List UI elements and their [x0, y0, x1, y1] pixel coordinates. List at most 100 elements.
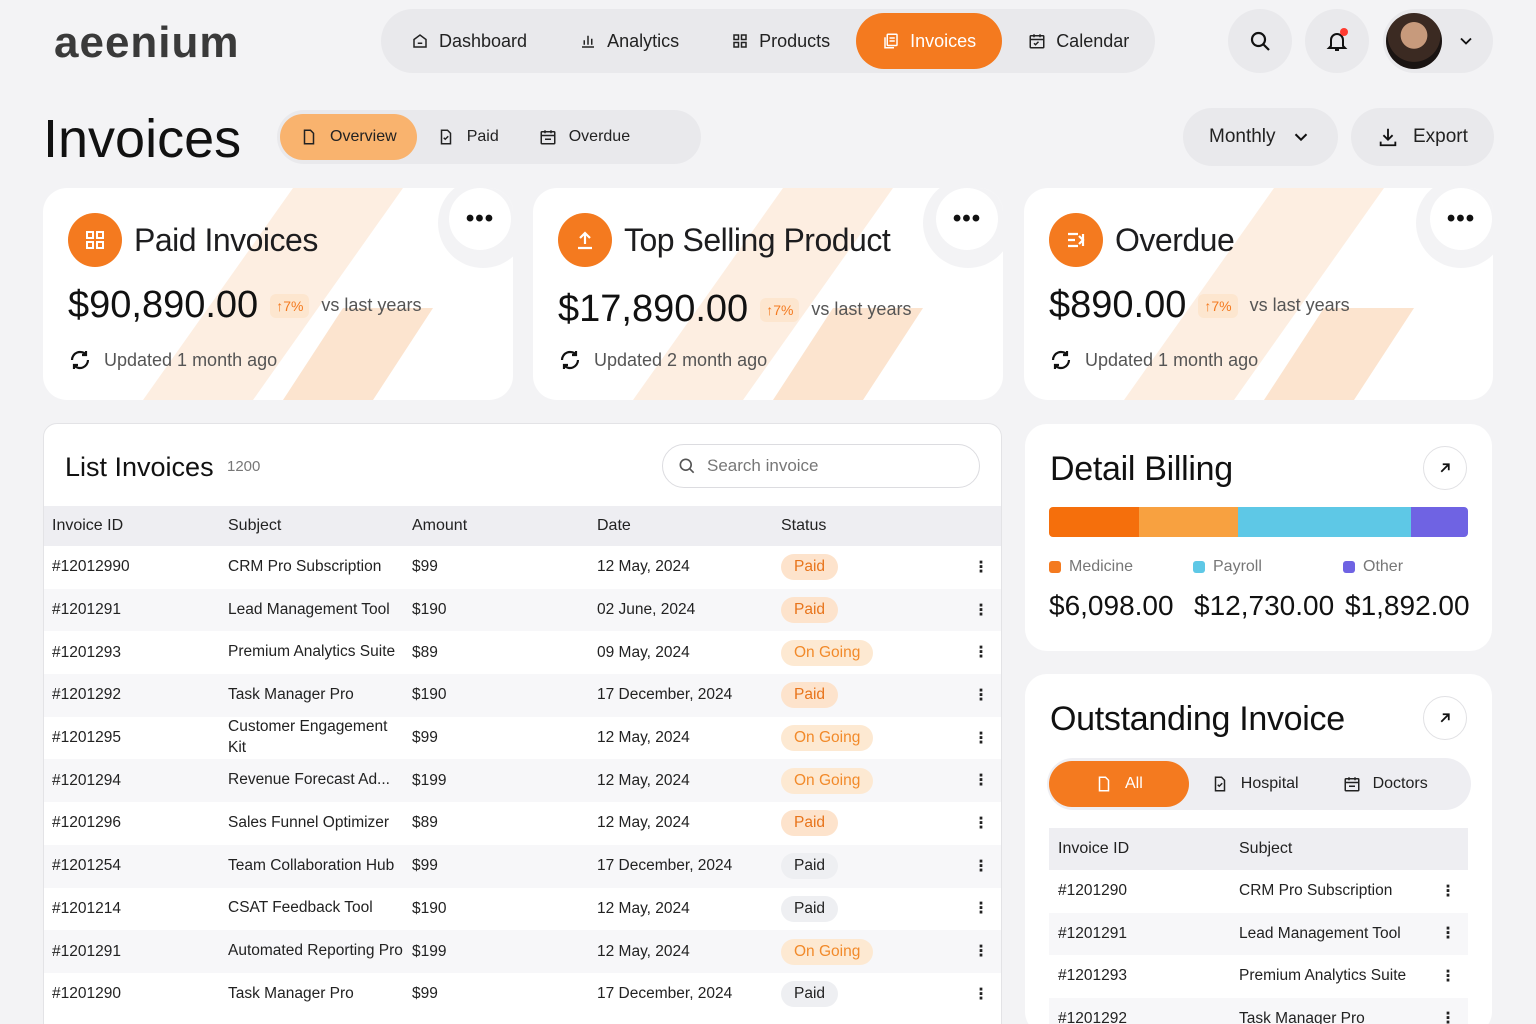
row-more-button[interactable]: ⋮	[961, 814, 1001, 833]
detail-billing-panel: Detail Billing Medicine Payroll Other $6…	[1025, 424, 1492, 651]
calendar-icon	[1344, 777, 1360, 792]
table-row[interactable]: #1201292 Task Manager Pro ⋮	[1049, 997, 1468, 1024]
invoice-date: 12 May, 2024	[597, 729, 690, 747]
tab-overview[interactable]: Overview	[280, 114, 417, 160]
invoice-date: 17 December, 2024	[597, 686, 733, 704]
outstanding-open-button[interactable]	[1423, 696, 1467, 740]
row-more-button[interactable]: ⋮	[961, 643, 1001, 662]
table-row[interactable]: #1201290 Task Manager Pro $99 17 December, …	[44, 973, 1001, 1016]
legend-item-other: Other	[1343, 558, 1403, 576]
column-header[interactable]: Subject	[1239, 840, 1293, 857]
comparison-label: vs last years	[811, 299, 912, 319]
refresh-icon	[70, 350, 90, 370]
invoice-date: 12 May, 2024	[597, 942, 690, 960]
notifications-button[interactable]	[1305, 9, 1369, 73]
card-more-button[interactable]: •••	[449, 188, 511, 250]
column-header[interactable]: Invoice ID	[52, 517, 124, 534]
row-more-button[interactable]: ⋮	[961, 558, 1001, 577]
invoice-amount: $99	[412, 558, 438, 576]
table-row[interactable]: #1201290 CRM Pro Subscription ⋮	[1049, 870, 1468, 913]
invoice-id: #1201291	[52, 601, 121, 619]
row-more-button[interactable]: ⋮	[1428, 924, 1468, 943]
nav-invoices[interactable]: Invoices	[856, 13, 1003, 69]
card-title: Top Selling Product	[624, 221, 891, 258]
table-row[interactable]: #1201296 Sales Funnel Optimizer $89 12 May,…	[44, 802, 1001, 845]
search-button[interactable]	[1228, 9, 1292, 73]
row-more-button[interactable]: ⋮	[961, 857, 1001, 876]
invoice-date: 12 May, 2024	[597, 899, 690, 917]
nav-label: Dashboard	[439, 30, 528, 51]
billing-open-button[interactable]	[1423, 446, 1467, 490]
tab-all[interactable]: All	[1049, 761, 1189, 807]
profile-menu[interactable]	[1383, 9, 1493, 73]
row-more-button[interactable]: ⋮	[961, 686, 1001, 705]
row-more-button[interactable]: ⋮	[961, 729, 1001, 748]
table-row[interactable]: #1201254 Team Collaboration Hub $99 17 Dece…	[44, 844, 1001, 888]
invoice-id: #1201292	[1058, 1009, 1127, 1024]
column-header[interactable]: Invoice ID	[1058, 840, 1130, 857]
invoice-amount: $199	[412, 771, 447, 789]
overdue-icon	[1049, 213, 1103, 267]
row-more-button[interactable]: ⋮	[1428, 1009, 1468, 1024]
row-more-button[interactable]: ⋮	[961, 942, 1001, 961]
invoice-id: #1201290	[1058, 882, 1127, 900]
table-row[interactable]: #1201214 CSAT Feedback Tool $190 12 May, 20…	[44, 888, 1001, 931]
row-more-button[interactable]: ⋮	[1428, 967, 1468, 986]
row-more-button[interactable]: ⋮	[961, 601, 1001, 620]
status-badge: Paid	[781, 682, 839, 709]
invoice-count: 1200	[227, 458, 261, 475]
tab-doctors[interactable]: Doctors	[1321, 761, 1450, 807]
table-row[interactable]: #1201294 Revenue Forecast Ad... $199 12 May…	[44, 759, 1001, 803]
table-row[interactable]: #1201293 Premium Analytics Suite $89 09 May…	[44, 631, 1001, 674]
invoice-id: #1201294	[52, 771, 121, 789]
tab-hospital[interactable]: Hospital	[1189, 761, 1321, 807]
row-more-button[interactable]: ⋮	[961, 771, 1001, 790]
tab-label: Overdue	[568, 128, 631, 145]
column-header[interactable]: Date	[597, 517, 631, 534]
legend-item-payroll: Payroll	[1193, 558, 1262, 576]
invoice-date: 12 May, 2024	[597, 771, 690, 789]
invoice-subject: CSAT Feedback Tool	[228, 899, 373, 917]
period-dropdown[interactable]: Monthly	[1183, 108, 1338, 166]
more-dots-icon: •••	[952, 205, 982, 232]
nav-label: Products	[759, 30, 831, 51]
more-dots-icon: •••	[1446, 205, 1476, 232]
row-more-button[interactable]: ⋮	[1428, 882, 1468, 901]
change-badge: ↑7%	[270, 293, 310, 318]
table-row[interactable]: #1201291 Lead Management Tool ⋮	[1049, 912, 1468, 955]
column-header[interactable]: Subject	[228, 517, 282, 535]
card-more-button[interactable]: •••	[936, 188, 998, 250]
invoice-date: 12 May, 2024	[597, 814, 690, 832]
invoice-amount: $99	[412, 729, 438, 747]
column-header[interactable]: Amount	[412, 517, 468, 534]
export-button[interactable]: Export	[1351, 108, 1494, 166]
search-input[interactable]	[707, 456, 957, 476]
table-row[interactable]: #1201295 Customer Engagement Kit $99 12 May…	[44, 717, 1001, 760]
invoice-subtabs: Overview Paid Overdue	[277, 110, 701, 164]
nav-products[interactable]: Products	[705, 13, 856, 69]
card-more-button[interactable]: •••	[1430, 188, 1492, 250]
nav-label: Invoices	[910, 30, 977, 51]
change-badge: ↑7%	[760, 297, 800, 322]
table-row[interactable]: #1201291 Automated Reporting Pro $199 12 Ma…	[44, 930, 1001, 973]
nav-calendar[interactable]: Calendar	[1002, 13, 1155, 69]
outstanding-tabs: All Hospital Doctors	[1047, 758, 1471, 810]
tab-overdue[interactable]: Overdue	[519, 114, 650, 160]
table-row[interactable]: #1201293 Premium Analytics Suite ⋮	[1049, 955, 1468, 998]
column-header[interactable]: Status	[781, 517, 827, 534]
nav-analytics[interactable]: Analytics	[553, 13, 705, 69]
table-row[interactable]: #1201291 Lead Management Tool $190 02 June,…	[44, 588, 1001, 632]
row-more-button[interactable]: ⋮	[961, 985, 1001, 1004]
invoice-subject: Sales Funnel Optimizer	[228, 814, 390, 831]
tab-paid[interactable]: Paid	[417, 114, 519, 160]
file-check-icon	[440, 129, 451, 145]
nav-dashboard[interactable]: Dashboard	[385, 13, 553, 69]
table-row[interactable]: #12012990 CRM Pro Subscription $99 12 May, …	[44, 546, 1001, 589]
row-more-button[interactable]: ⋮	[961, 899, 1001, 918]
brand-logo[interactable]: aeenium	[54, 18, 240, 68]
table-row[interactable]: #1201292 Task Manager Pro $190 17 December,…	[44, 674, 1001, 717]
tab-label: Hospital	[1240, 775, 1299, 792]
status-badge: On Going	[781, 725, 874, 752]
legend-label: Other	[1363, 558, 1404, 575]
tab-label: Paid	[466, 128, 499, 145]
